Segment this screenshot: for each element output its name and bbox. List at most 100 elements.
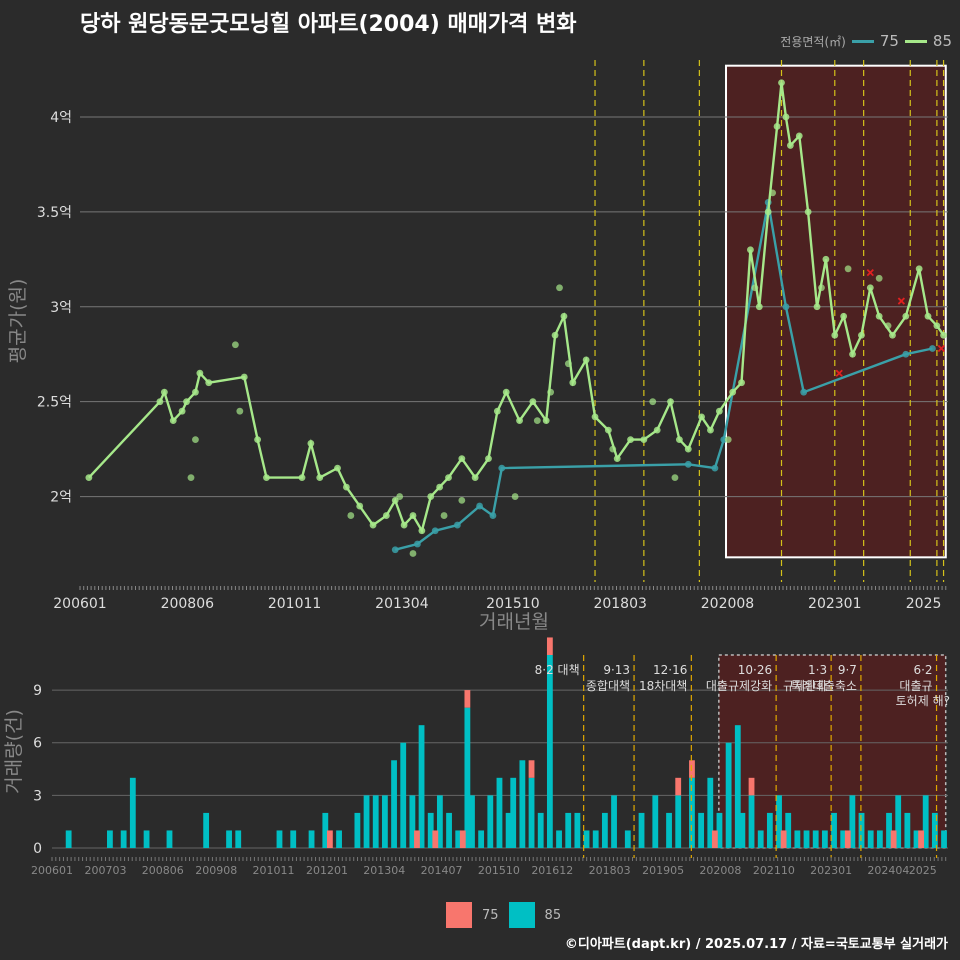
- volume-bar-85: [455, 830, 462, 848]
- x-tick-label: 201510: [486, 596, 539, 612]
- volume-bar-85: [766, 812, 773, 848]
- data-point-85: [831, 331, 839, 339]
- data-point-85: [698, 413, 705, 421]
- scatter-point-85: [875, 274, 883, 282]
- policy-date-label: 6·2: [913, 663, 932, 677]
- data-point-75: [929, 345, 936, 352]
- volume-bar-85: [840, 830, 847, 848]
- volume-bar-85: [574, 812, 581, 848]
- volume-x-tick: 201201: [306, 864, 348, 877]
- data-point-85: [747, 246, 754, 254]
- volume-bar-85: [510, 777, 517, 848]
- volume-bar-85: [812, 830, 819, 848]
- data-point-85: [192, 388, 199, 396]
- data-point-85: [707, 426, 714, 434]
- data-point-85: [529, 398, 537, 406]
- y-tick-label: 3억: [50, 300, 72, 316]
- volume-bar-85: [400, 742, 407, 848]
- volume-bar-85: [698, 812, 705, 848]
- y-axis-title: 평균가(원): [7, 279, 29, 364]
- volume-y-tick: 6: [33, 736, 42, 752]
- data-point-85: [684, 445, 692, 453]
- volume-bar-85: [129, 777, 136, 848]
- data-point-85: [764, 208, 772, 216]
- x-tick-label: 202008: [701, 596, 754, 612]
- data-point-85: [773, 123, 781, 130]
- volume-bar-85: [776, 795, 782, 848]
- scatter-point-85: [556, 284, 563, 292]
- volume-x-tick: 201905: [642, 864, 684, 877]
- scatter-point-85: [511, 493, 519, 500]
- volume-bar-85: [427, 812, 434, 848]
- scatter-point-85: [458, 496, 466, 504]
- x-tick-label: 200601: [53, 596, 106, 612]
- volume-bar-85: [336, 830, 342, 848]
- volume-bar-85: [546, 655, 553, 848]
- data-point-85: [786, 142, 794, 149]
- data-point-85: [485, 455, 492, 463]
- data-point-85: [493, 407, 501, 415]
- scatter-point-85: [769, 189, 777, 197]
- volume-bar-85: [876, 830, 883, 848]
- footer-credit: ©디아파트(dapt.kr) / 2025.07.17 / 자료=국토교통부 실…: [564, 937, 948, 952]
- volume-x-tick: 201803: [589, 864, 631, 877]
- scatter-point-85: [844, 265, 852, 273]
- data-point-75: [453, 521, 461, 529]
- x-tick-label: 202301: [808, 596, 861, 612]
- cancelled-mark: [937, 344, 945, 353]
- legend-swatch-85: [904, 39, 927, 43]
- volume-bar-75: [780, 830, 787, 848]
- volume-bar-85: [904, 812, 911, 848]
- volume-bar-85: [203, 812, 210, 848]
- data-point-85: [196, 369, 204, 377]
- volume-x-tick: 2025: [909, 864, 937, 877]
- data-point-85: [582, 356, 590, 364]
- data-point-85: [85, 474, 93, 481]
- y-tick-label: 2.5억: [37, 395, 72, 411]
- data-point-85: [436, 483, 444, 491]
- data-point-85: [427, 493, 435, 500]
- volume-bar-85: [372, 795, 379, 848]
- volume-bar-85: [478, 830, 485, 848]
- volume-bar-85: [276, 830, 283, 848]
- volume-x-tick: 201407: [421, 864, 463, 877]
- legend-label-85: 85: [932, 32, 952, 50]
- y-tick-label: 2억: [50, 490, 72, 506]
- volume-bar-85: [391, 760, 397, 848]
- scatter-point-85: [347, 512, 355, 519]
- data-point-85: [560, 312, 568, 320]
- volume-bar-85: [941, 830, 947, 848]
- volume-bar-85: [528, 777, 535, 848]
- volume-bar-85: [611, 795, 617, 848]
- scatter-point-85: [564, 360, 572, 368]
- data-point-75: [711, 464, 719, 472]
- policy-name-label: 종합대책: [586, 678, 630, 693]
- data-point-85: [933, 322, 941, 330]
- policy-name-label: 규제완화: [783, 679, 827, 693]
- data-point-85: [205, 379, 213, 387]
- volume-bar-85: [666, 812, 672, 848]
- volume-bar-85: [922, 795, 929, 848]
- volume-bar-85: [757, 830, 764, 848]
- scatter-point-85: [396, 493, 404, 500]
- volume-bar-85: [166, 830, 173, 848]
- data-point-85: [178, 407, 186, 415]
- data-point-85: [458, 455, 466, 463]
- cancelled-mark: [835, 369, 843, 377]
- y-tick-label: 4억: [50, 110, 72, 126]
- volume-bar-85: [638, 812, 645, 848]
- volume-bar-85: [418, 725, 425, 848]
- x-tick-label: 2025: [906, 596, 942, 612]
- data-point-85: [156, 398, 164, 406]
- data-point-85: [254, 436, 261, 444]
- data-point-85: [782, 113, 790, 121]
- data-point-85: [418, 527, 426, 535]
- data-point-85: [342, 483, 350, 491]
- volume-x-tick: 202404: [867, 864, 909, 877]
- volume-bar-85: [143, 830, 150, 848]
- volume-bar-85: [689, 777, 695, 848]
- data-point-85: [316, 474, 324, 481]
- volume-bar-85: [235, 830, 242, 848]
- volume-x-tick: 202301: [810, 864, 852, 877]
- volume-bar-85: [446, 812, 452, 848]
